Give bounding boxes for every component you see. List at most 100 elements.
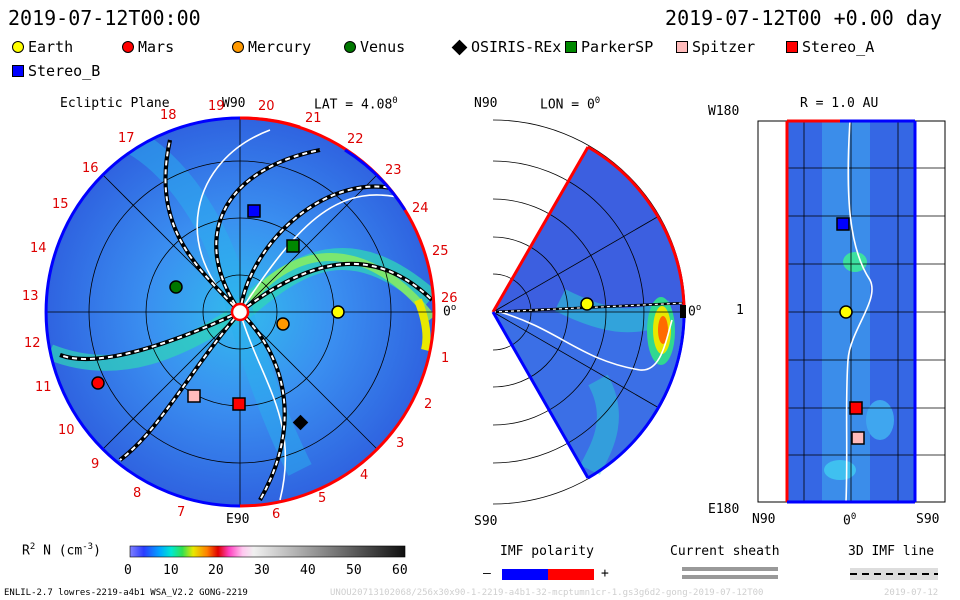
- venus-marker-icon: [344, 41, 356, 53]
- svg-text:15: 15: [52, 197, 69, 212]
- radial-stereo-b-marker: [836, 217, 850, 231]
- radial-one-label: 1: [736, 303, 744, 318]
- colorbar-tick: 60: [392, 563, 408, 578]
- svg-text:6: 6: [272, 507, 280, 522]
- ecliptic-stereo-b-marker: [247, 204, 261, 218]
- svg-text:24: 24: [412, 201, 429, 216]
- svg-text:16: 16: [82, 161, 99, 176]
- legend-earth: Earth: [12, 38, 73, 56]
- imf-minus-label: –: [483, 566, 491, 581]
- meridional-s90-label: S90: [474, 514, 498, 529]
- radial-s90-label: S90: [916, 512, 940, 527]
- ecliptic-plane-plot: [44, 116, 436, 508]
- legend-spitzer: Spitzer: [676, 38, 755, 56]
- spitzer-marker-icon: [676, 41, 688, 53]
- svg-text:19: 19: [208, 99, 225, 114]
- svg-text:7: 7: [177, 505, 185, 520]
- svg-text:2: 2: [424, 397, 432, 412]
- mars-marker-icon: [122, 41, 134, 53]
- meridional-zero-label: 0o: [688, 303, 702, 320]
- svg-text:11: 11: [35, 380, 52, 395]
- meridional-n90-label: N90: [474, 96, 498, 111]
- meridional-lon-label: LON = 00: [540, 96, 601, 113]
- radial-n90-label: N90: [752, 512, 776, 527]
- radial-stereo-a-marker: [849, 401, 863, 415]
- meridional-plot: [491, 119, 686, 505]
- ecliptic-e90-label: E90: [226, 512, 250, 527]
- legend-mars: Mars: [122, 38, 174, 56]
- imf-positive-swatch: [548, 569, 594, 580]
- legend-venus: Venus: [344, 38, 405, 56]
- legend-mercury: Mercury: [232, 38, 311, 56]
- radial-r-label: R = 1.0 AU: [800, 96, 879, 111]
- legend-stereo-a: Stereo_A: [786, 38, 874, 56]
- run-id-footer: UNOU20713102068/256x30x90-1-2219-a4b1-32…: [330, 588, 764, 598]
- svg-text:25: 25: [432, 244, 449, 259]
- radial-spitzer-marker: [851, 431, 865, 445]
- legend-parkersp: ParkerSP: [565, 38, 653, 56]
- svg-text:23: 23: [385, 163, 402, 178]
- imf-plus-label: +: [601, 566, 609, 581]
- radial-w180-label: W180: [708, 104, 740, 119]
- svg-text:22: 22: [347, 132, 364, 147]
- radial-e180-label: E180: [708, 502, 740, 517]
- ecliptic-stereo-a-marker: [232, 397, 246, 411]
- left-datetime: 2019-07-12T00:00: [8, 6, 201, 30]
- legend-stereo-b: Stereo_B: [12, 62, 100, 80]
- svg-text:20: 20: [258, 99, 275, 114]
- svg-text:3: 3: [396, 436, 404, 451]
- ecliptic-mercury-marker: [276, 317, 290, 331]
- date-footer: 2019-07-12: [884, 588, 939, 598]
- ecliptic-earth-marker: [331, 305, 345, 319]
- stereo-b-marker-icon: [12, 65, 24, 77]
- sheath-swatch-top: [682, 567, 778, 571]
- svg-text:5: 5: [318, 491, 326, 506]
- radial-earth-marker: [839, 305, 853, 319]
- mercury-marker-icon: [232, 41, 244, 53]
- stereo-a-marker-icon: [786, 41, 798, 53]
- imf-negative-swatch: [502, 569, 548, 580]
- density-colorbar: [129, 545, 406, 558]
- svg-text:18: 18: [160, 108, 177, 123]
- earth-marker-icon: [12, 41, 24, 53]
- ecliptic-lat-label: LAT = 4.080: [314, 96, 398, 113]
- imf3d-title: 3D IMF line: [848, 544, 935, 559]
- colorbar-label: R2 N (cm-3): [22, 542, 101, 559]
- imf3d-swatch-bg: [850, 568, 938, 580]
- current-sheath-title: Current sheath: [670, 544, 780, 559]
- colorbar-tick: 30: [254, 563, 270, 578]
- svg-text:4: 4: [360, 468, 368, 483]
- svg-text:26: 26: [441, 291, 458, 306]
- svg-text:10: 10: [58, 423, 75, 438]
- svg-text:21: 21: [305, 111, 322, 126]
- imf-polarity-title: IMF polarity: [500, 544, 594, 559]
- svg-text:8: 8: [133, 486, 141, 501]
- colorbar-tick: 20: [208, 563, 224, 578]
- colorbar-tick: 50: [346, 563, 362, 578]
- svg-text:12: 12: [24, 336, 41, 351]
- colorbar-tick: 10: [163, 563, 179, 578]
- carrington-labels: 1 2 3 4 5 6 7 8 9 10 11 12 13 14 15 16 1…: [22, 99, 458, 522]
- ecliptic-parkersp-marker: [286, 239, 300, 253]
- sheath-swatch-bottom: [682, 575, 778, 579]
- meridional-earth-marker: [580, 297, 594, 311]
- ecliptic-mars-marker: [91, 376, 105, 390]
- svg-text:13: 13: [22, 289, 39, 304]
- ecliptic-venus-marker: [169, 280, 183, 294]
- model-footer: ENLIL-2.7 lowres-2219-a4b1 WSA_V2.2 GONG…: [4, 588, 248, 598]
- ecliptic-w90-label: W90: [222, 96, 246, 111]
- ecliptic-zero-label: 0o: [443, 303, 457, 320]
- svg-text:9: 9: [91, 457, 99, 472]
- ecliptic-spitzer-marker: [187, 389, 201, 403]
- right-datetime: 2019-07-12T00 +0.00 day: [665, 6, 942, 30]
- ecliptic-title: Ecliptic Plane: [60, 96, 170, 111]
- legend-osiris-rex: OSIRIS-REx: [451, 38, 561, 56]
- svg-text:17: 17: [118, 131, 135, 146]
- svg-text:14: 14: [30, 241, 47, 256]
- radial-zero-label: 00: [843, 512, 857, 529]
- radial-plot: [757, 119, 946, 504]
- colorbar-tick: 40: [300, 563, 316, 578]
- parkersp-marker-icon: [565, 41, 577, 53]
- svg-text:1: 1: [441, 351, 449, 366]
